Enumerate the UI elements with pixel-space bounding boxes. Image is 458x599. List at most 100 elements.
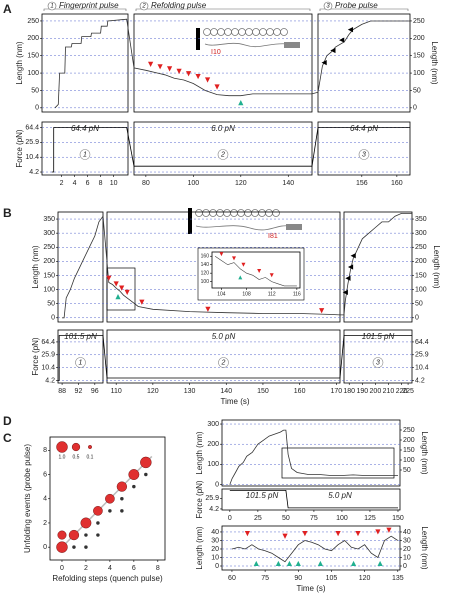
y2-tick-label: 0 <box>403 563 407 570</box>
step-marker <box>386 527 392 533</box>
y-tick-label: 2 <box>43 520 47 527</box>
phase-circle <box>358 149 370 160</box>
x-tick-label: 110 <box>111 388 122 395</box>
step-marker <box>176 68 182 74</box>
force-label: 5.0 pN <box>328 491 352 500</box>
plot-frame <box>221 419 401 487</box>
x-tick-label: 90 <box>294 575 302 582</box>
header-circle <box>139 1 149 11</box>
step-marker <box>148 61 154 67</box>
step-marker <box>377 560 383 567</box>
trace <box>229 429 398 485</box>
y-tick-label: 50 <box>47 301 55 308</box>
y2-tick-label: 30 <box>403 537 411 544</box>
trace <box>214 255 297 287</box>
x-tick-label: 50 <box>282 515 290 522</box>
x-tick-label: 8 <box>156 565 160 572</box>
x-tick-label: 225 <box>402 388 414 395</box>
step-marker <box>330 47 336 54</box>
phase-circle <box>75 357 86 368</box>
x-tick-label: 116 <box>293 291 301 297</box>
plot-frame <box>106 329 341 384</box>
header-bracket <box>135 8 311 11</box>
y-tick-label: 200 <box>207 441 219 448</box>
x-tick-label: 80 <box>142 180 150 187</box>
point <box>96 521 100 525</box>
y-axis-label: Length (nm) <box>195 431 204 474</box>
inset-background <box>197 247 305 301</box>
legend-size <box>56 441 68 453</box>
y2-tick-label: 200 <box>403 437 415 444</box>
step-marker <box>350 560 357 567</box>
force-label: 64.4 pN <box>71 124 99 133</box>
header-number: 1 <box>50 4 53 10</box>
step-marker <box>244 531 251 537</box>
plot-frame <box>57 329 104 384</box>
point <box>80 517 92 529</box>
step-marker <box>106 275 112 281</box>
x-tick-label: 25 <box>254 515 262 522</box>
step-marker <box>347 264 354 270</box>
protein-label: I10 <box>211 49 221 56</box>
y-tick-label: 30 <box>211 537 219 544</box>
phase-circle <box>372 357 384 368</box>
y-tick-label: 200 <box>43 258 55 265</box>
x-tick-label: 6 <box>132 565 136 572</box>
x-tick-label: 6 <box>86 180 90 187</box>
force-label: 6.0 pN <box>211 124 235 133</box>
x-tick-label: 190 <box>356 388 368 395</box>
plot-frame <box>133 121 313 176</box>
x-tick-label: 140 <box>220 388 232 395</box>
protein-label: I81 <box>268 233 278 240</box>
cartoon-b <box>188 208 302 234</box>
y2-axis-label: Length (nm) <box>420 526 429 569</box>
force-label: 64.4 pN <box>350 124 378 133</box>
step-marker <box>253 560 259 567</box>
y2-tick-label: 150 <box>413 53 425 60</box>
x-tick-label: 88 <box>58 388 66 395</box>
cartoon-a <box>196 28 300 50</box>
plot-frame <box>211 251 301 289</box>
y2-tick-label: 100 <box>413 70 425 77</box>
step-marker <box>167 66 173 72</box>
point <box>56 541 68 553</box>
x-tick-label: 112 <box>268 291 276 297</box>
panel-label: D <box>3 414 12 428</box>
step-marker <box>195 73 201 80</box>
y-tick-label: 10 <box>211 554 219 561</box>
step-marker <box>302 531 308 537</box>
y-axis-label: Force (pN) <box>195 480 204 519</box>
x-tick-label: 0 <box>228 515 232 522</box>
plot-frame <box>221 488 401 511</box>
y2-tick-label: 10.4 <box>415 364 429 371</box>
step-marker <box>275 560 281 567</box>
y-tick-label: 120 <box>201 271 210 277</box>
step-marker <box>339 37 345 43</box>
x-tick-label: 150 <box>392 515 404 522</box>
x-tick-label: 170 <box>330 388 342 395</box>
legend-label: 0.1 <box>87 454 94 460</box>
x-tick-label: 60 <box>228 575 236 582</box>
point <box>132 484 136 489</box>
header-number: 3 <box>326 4 330 10</box>
phase-number: 2 <box>220 151 225 158</box>
phase-circle <box>218 357 229 368</box>
x-tick-label: 4 <box>73 180 77 187</box>
y-axis-label: Force (pN) <box>15 129 24 168</box>
phase-number: 3 <box>362 151 366 158</box>
point <box>116 481 127 492</box>
y2-tick-label: 0 <box>413 105 417 112</box>
x-tick-label: 140 <box>282 180 294 187</box>
y2-tick-label: 100 <box>415 286 427 293</box>
step-marker <box>321 60 327 66</box>
x-tick-label: 120 <box>147 388 159 395</box>
y-tick-label: 200 <box>27 35 39 42</box>
step-marker <box>115 294 121 300</box>
y-tick-label: 8 <box>43 447 47 454</box>
y-tick-label: 100 <box>207 461 219 468</box>
header-bracket <box>43 8 127 11</box>
y-tick-label: 100 <box>43 286 55 293</box>
point <box>105 493 115 504</box>
y-tick-label: 4.2 <box>29 169 39 176</box>
x-tick-label: 8 <box>99 180 103 187</box>
